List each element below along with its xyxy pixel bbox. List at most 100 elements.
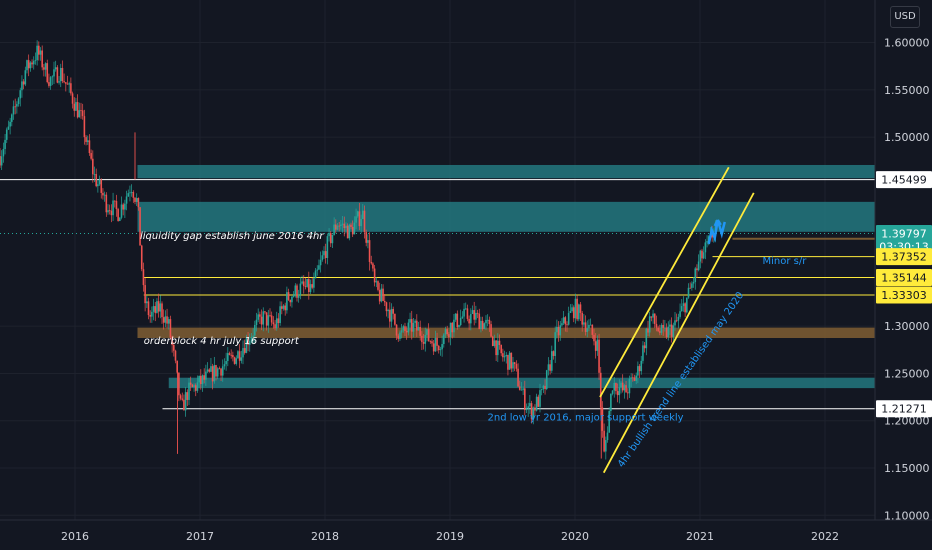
channel-upper-line[interactable]: [599, 166, 730, 398]
candle-body: [694, 268, 697, 282]
candle-body: [601, 407, 604, 431]
candle-body: [702, 252, 705, 259]
candle-body: [424, 334, 427, 344]
candle-body: [299, 283, 302, 296]
candle-body: [508, 352, 511, 370]
channel-lower-line[interactable]: [602, 192, 755, 474]
candle-body: [363, 210, 366, 233]
candle-body: [255, 319, 258, 325]
candle-body: [390, 308, 393, 322]
candle-body: [324, 251, 327, 259]
candle-body: [437, 345, 440, 351]
candle-body: [476, 312, 479, 314]
candle-body: [100, 179, 103, 193]
candle-body: [237, 351, 239, 359]
candle-body: [382, 288, 384, 301]
support-zone[interactable]: [168, 377, 875, 389]
candle-body: [605, 440, 607, 452]
candle-body: [235, 358, 238, 364]
candle-body: [441, 344, 443, 350]
candle-body: [417, 327, 420, 331]
candle-body: [542, 385, 545, 390]
candle-body: [557, 326, 560, 336]
horizontal-levels[interactable]: [0, 179, 875, 410]
candle-body: [502, 353, 504, 358]
candle-body: [9, 121, 11, 127]
candle-body: [353, 222, 356, 235]
candle-body: [301, 281, 303, 284]
projection-arrow: [707, 219, 726, 245]
candle-body: [0, 156, 3, 166]
candle-body: [370, 261, 373, 264]
candle-body: [200, 375, 202, 385]
candle-body: [554, 332, 556, 356]
candle-body: [638, 366, 641, 372]
candle-body: [522, 388, 524, 390]
candle-body: [270, 315, 273, 323]
y-tick-label: 1.50000: [884, 131, 930, 144]
candle-body: [443, 334, 445, 345]
candle-body: [44, 63, 47, 70]
candle-body: [362, 210, 364, 220]
orderblock-zone[interactable]: [137, 327, 876, 338]
candle-body: [665, 327, 668, 338]
candle-body: [193, 385, 195, 387]
candle-body: [677, 316, 680, 321]
candle-body: [394, 313, 396, 325]
candle-body: [265, 312, 268, 326]
candle-body: [503, 356, 506, 358]
candle-body: [449, 322, 452, 338]
candle-body: [329, 233, 332, 244]
candle-body: [319, 259, 322, 266]
candle-body: [291, 296, 293, 303]
candle-body: [539, 390, 541, 407]
candle-body: [323, 251, 325, 256]
candle-body: [272, 322, 275, 325]
candle-body: [606, 432, 609, 441]
candle-body: [603, 430, 605, 452]
liquidity-gap-zone[interactable]: [137, 201, 876, 232]
candle-body: [66, 83, 69, 85]
candle-body: [471, 310, 474, 315]
candle-body: [137, 198, 140, 208]
candle-body: [505, 354, 508, 357]
candle-body: [436, 337, 438, 346]
candle-body: [598, 339, 600, 373]
candle-body: [125, 196, 128, 204]
candle-body: [488, 319, 491, 325]
level-1-45499-tag: [876, 171, 932, 189]
candle-body: [287, 292, 290, 300]
candle-body: [59, 67, 62, 82]
candle-body: [338, 225, 340, 227]
candle-body: [512, 362, 514, 369]
x-tick-label: 2022: [811, 530, 839, 543]
time-axis[interactable]: 2016 2017 2018 2019 2020 2021 2022: [61, 530, 839, 543]
candle-body: [547, 364, 550, 371]
trend-channel[interactable]: [599, 166, 755, 474]
upper-liquidity-zone[interactable]: [137, 164, 876, 179]
candle-body: [12, 106, 15, 115]
price-axis[interactable]: 1.60000 1.55000 1.50000 1.30000 1.25000 1.200…: [884, 37, 930, 523]
candle-body: [458, 325, 460, 327]
candle-body: [657, 327, 659, 332]
candle-body: [345, 225, 347, 228]
level-1-45499-tag-label: 1.45499: [881, 174, 927, 187]
candle-body: [189, 382, 192, 385]
candle-body: [346, 225, 349, 239]
candle-body: [615, 382, 617, 392]
candle-body: [340, 224, 342, 226]
candle-body: [545, 370, 548, 390]
candle-body: [71, 93, 74, 104]
candle-body: [213, 365, 216, 382]
price-tags: 1.454991.3979703:30:131.373521.351441.33…: [876, 171, 932, 418]
currency-button[interactable]: USD: [890, 6, 920, 28]
candle-body: [154, 306, 157, 313]
candle-body: [611, 390, 614, 394]
candle-body: [360, 219, 362, 227]
candle-body: [637, 366, 639, 376]
candle-body: [470, 314, 472, 324]
candle-body: [645, 328, 648, 349]
candle-body: [493, 340, 496, 347]
candle-body: [81, 110, 84, 117]
